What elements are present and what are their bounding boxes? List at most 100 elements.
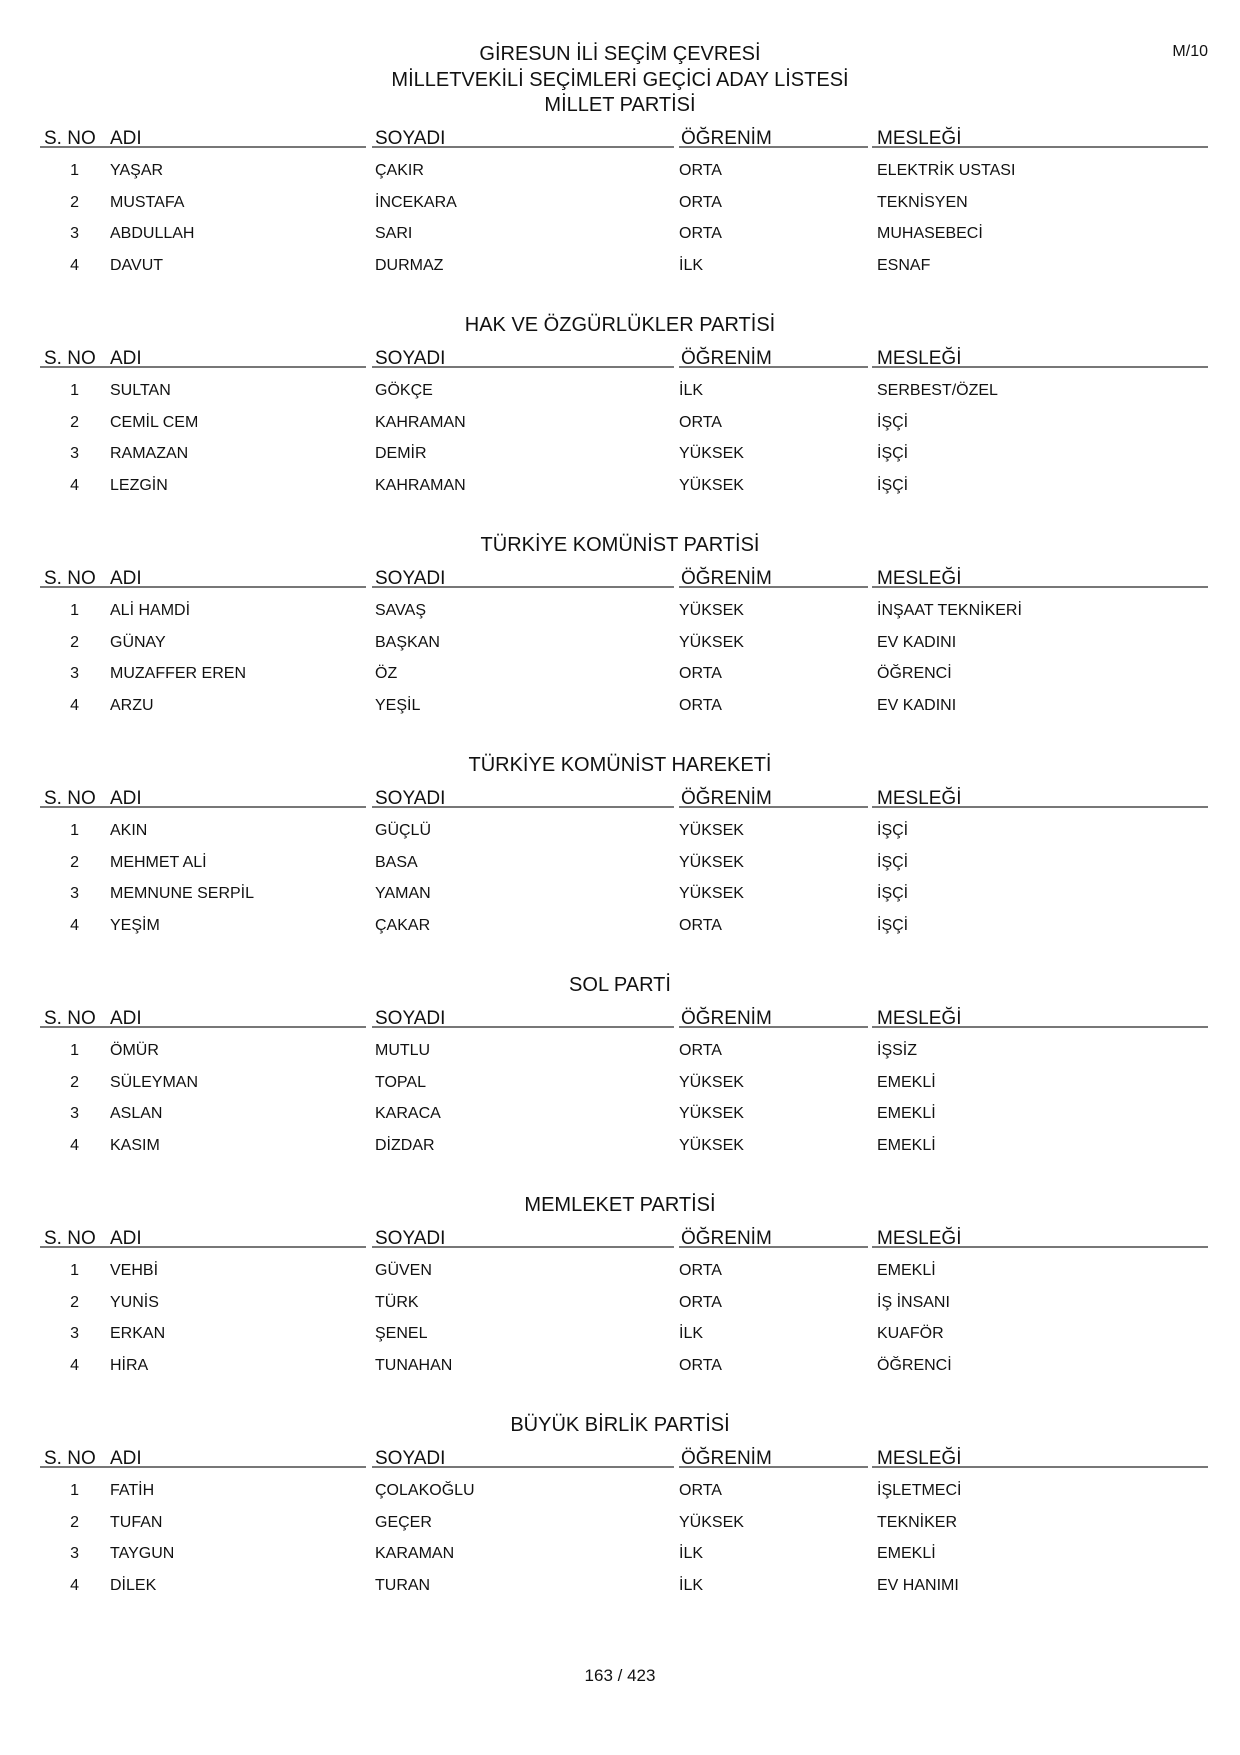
candidate-name: MEHMET ALİ: [110, 853, 207, 871]
header-divider: [872, 366, 1208, 368]
header-profession: MESLEĞİ: [877, 128, 962, 149]
party-title: SOL PARTİ: [569, 974, 671, 996]
candidate-education: ORTA: [679, 1293, 722, 1311]
candidate-profession: EMEKLİ: [877, 1073, 936, 1091]
candidate-profession: EMEKLİ: [877, 1105, 936, 1122]
candidate-surname: İNCEKARA: [375, 193, 457, 211]
candidate-surname: DURMAZ: [375, 256, 444, 274]
candidate-profession: EV HANIMI: [877, 1576, 959, 1594]
header-sno: S. NO: [44, 1448, 96, 1469]
row-number: 4: [70, 916, 79, 934]
candidate-surname: ÇOLAKOĞLU: [375, 1482, 475, 1499]
row-number: 1: [70, 1042, 79, 1059]
candidate-education: YÜKSEK: [679, 1105, 744, 1122]
candidate-profession: MUHASEBECİ: [877, 225, 983, 242]
candidate-surname: GÖKÇE: [375, 382, 433, 399]
row-number: 1: [70, 162, 79, 179]
candidate-name: KASIM: [110, 1136, 160, 1154]
row-number: 3: [70, 225, 79, 242]
row-number: 3: [70, 445, 79, 462]
candidate-education: ORTA: [679, 1262, 722, 1279]
title-constituency: GİRESUN İLİ SEÇİM ÇEVRESİ: [479, 43, 761, 65]
candidate-education: YÜKSEK: [679, 822, 744, 839]
header-education: ÖĞRENİM: [681, 348, 772, 369]
candidate-name: TAYGUN: [110, 1545, 175, 1562]
header-sno: S. NO: [44, 568, 96, 589]
candidate-name: YEŞİM: [110, 916, 160, 934]
candidate-profession: İŞÇİ: [877, 413, 909, 431]
header-divider: [372, 1026, 674, 1028]
candidate-profession: ESNAF: [877, 256, 931, 274]
header-profession: MESLEĞİ: [877, 1228, 962, 1249]
party-title: BÜYÜK BİRLİK PARTİSİ: [510, 1414, 730, 1436]
candidate-name: SÜLEYMAN: [110, 1073, 199, 1091]
candidate-name: YAŞAR: [110, 162, 164, 179]
candidate-education: YÜKSEK: [679, 633, 744, 651]
row-number: 1: [70, 1482, 79, 1499]
candidate-education: ORTA: [679, 1042, 722, 1059]
candidate-education: İLK: [679, 1325, 704, 1342]
header-divider: [872, 806, 1208, 808]
header-divider: [40, 586, 366, 588]
candidate-surname: SARI: [375, 225, 413, 242]
party-section: SOL PARTİ S. NO ADI SOYADI ÖĞRENİM MESLEĞİ 1 ÖM…: [0, 974, 1240, 1194]
row-number: 2: [70, 1293, 79, 1311]
candidate-name: ARZU: [110, 696, 154, 714]
row-number: 2: [70, 853, 79, 871]
candidate-surname: YEŞİL: [375, 696, 421, 714]
row-number: 4: [70, 1356, 79, 1374]
candidate-profession: SERBEST/ÖZEL: [877, 382, 998, 399]
header-name: ADI: [110, 788, 142, 809]
candidate-education: ORTA: [679, 193, 722, 211]
candidate-education: YÜKSEK: [679, 853, 744, 871]
candidate-surname: GEÇER: [375, 1513, 432, 1531]
page-number: 163 / 423: [584, 1666, 656, 1685]
candidate-surname: SAVAŞ: [375, 602, 426, 619]
candidate-surname: TUNAHAN: [375, 1356, 453, 1374]
candidate-profession: İŞÇİ: [877, 822, 909, 839]
row-number: 2: [70, 1073, 79, 1091]
candidate-education: YÜKSEK: [679, 445, 744, 462]
header-profession: MESLEĞİ: [877, 1008, 962, 1029]
row-number: 2: [70, 633, 79, 651]
list-code: M/10: [1172, 43, 1208, 60]
candidate-education: ORTA: [679, 413, 722, 431]
row-number: 3: [70, 885, 79, 902]
header-divider: [872, 146, 1208, 148]
header-sno: S. NO: [44, 1008, 96, 1029]
header-name: ADI: [110, 348, 142, 369]
header-divider: [372, 1466, 674, 1468]
party-title: MİLLET PARTİSİ: [544, 94, 696, 116]
candidate-surname: YAMAN: [375, 885, 431, 902]
candidate-education: ORTA: [679, 225, 722, 242]
candidate-profession: İNŞAAT TEKNİKERİ: [877, 602, 1022, 619]
candidate-education: ORTA: [679, 1356, 722, 1374]
candidate-surname: ÇAKAR: [375, 916, 431, 934]
candidate-profession: ÖĞRENCİ: [877, 1356, 952, 1374]
row-number: 3: [70, 1545, 79, 1562]
header-divider: [40, 1246, 366, 1248]
candidate-name: FATİH: [110, 1482, 155, 1499]
candidate-name: GÜNAY: [110, 633, 166, 651]
candidate-education: İLK: [679, 256, 704, 274]
row-number: 4: [70, 1576, 79, 1594]
candidate-education: ORTA: [679, 696, 722, 714]
header-surname: SOYADI: [375, 1228, 446, 1249]
header-divider: [679, 146, 868, 148]
candidate-education: İLK: [679, 382, 704, 399]
candidate-name: AKIN: [110, 822, 148, 839]
candidate-name: SULTAN: [110, 382, 171, 399]
header-divider: [372, 806, 674, 808]
header-education: ÖĞRENİM: [681, 1228, 772, 1249]
candidate-education: YÜKSEK: [679, 476, 744, 494]
row-number: 2: [70, 1513, 79, 1531]
candidate-profession: EV KADINI: [877, 696, 957, 714]
header-divider: [40, 806, 366, 808]
header-surname: SOYADI: [375, 568, 446, 589]
candidate-profession: EV KADINI: [877, 633, 957, 651]
candidate-education: ORTA: [679, 162, 722, 179]
candidate-education: YÜKSEK: [679, 602, 744, 619]
candidate-name: MEMNUNE SERPİL: [110, 885, 255, 902]
candidate-surname: KARAMAN: [375, 1545, 455, 1562]
